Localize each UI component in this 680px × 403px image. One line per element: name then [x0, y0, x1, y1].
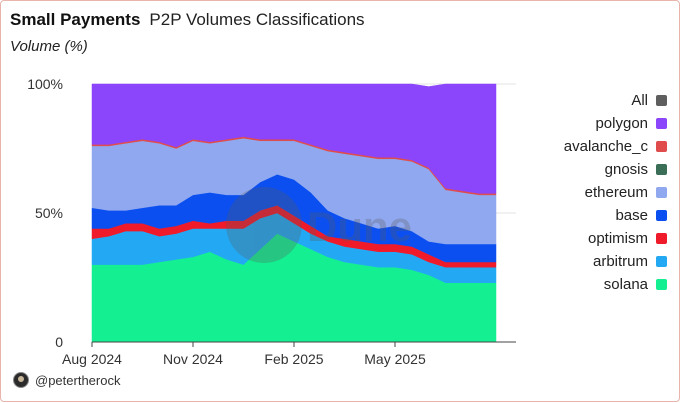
- legend-label: gnosis: [604, 161, 648, 178]
- user-avatar-icon: [13, 372, 29, 388]
- legend-swatch: [656, 141, 667, 152]
- legend-label: polygon: [595, 115, 648, 132]
- legend-label: All: [631, 92, 648, 109]
- legend-swatch: [656, 210, 667, 221]
- x-tick-label: Aug 2024: [62, 351, 122, 367]
- legend-item-gnosis[interactable]: gnosis: [487, 158, 667, 181]
- legend-label: arbitrum: [592, 253, 648, 270]
- dune-logo-icon: [226, 187, 302, 263]
- x-tick-label: May 2025: [364, 351, 426, 367]
- y-unit-label: Volume (%): [10, 38, 88, 55]
- y-tick-label: 0: [55, 334, 63, 350]
- legend-item-polygon[interactable]: polygon: [487, 112, 667, 135]
- legend-swatch: [656, 164, 667, 175]
- legend-label: base: [615, 207, 648, 224]
- y-tick-label: 50%: [35, 205, 63, 221]
- author-footer: @petertherock: [13, 372, 120, 388]
- legend-swatch: [656, 233, 667, 244]
- legend-label: avalanche_c: [563, 138, 648, 155]
- legend-swatch: [656, 95, 667, 106]
- watermark-text: Dune: [307, 203, 412, 250]
- chart-title: P2P Volumes Classifications: [149, 10, 365, 29]
- legend-label: solana: [603, 276, 648, 293]
- page-title: Small Payments: [10, 10, 141, 29]
- area-series-polygon: [91, 83, 497, 194]
- legend-swatch: [656, 187, 667, 198]
- legend-item-All[interactable]: All: [487, 89, 667, 112]
- legend-swatch: [656, 279, 667, 290]
- legend-swatch: [656, 256, 667, 267]
- author-handle[interactable]: @petertherock: [35, 372, 121, 388]
- legend-item-solana[interactable]: solana: [487, 273, 667, 296]
- x-tick-label: Nov 2024: [163, 351, 223, 367]
- legend-item-base[interactable]: base: [487, 204, 667, 227]
- dune-watermark: Dune: [226, 187, 412, 263]
- legend-label: optimism: [587, 230, 648, 247]
- chart-header: Small Payments P2P Volumes Classification…: [10, 10, 365, 30]
- y-tick-label: 100%: [27, 76, 63, 92]
- legend-swatch: [656, 118, 667, 129]
- legend-item-avalanche_c[interactable]: avalanche_c: [487, 135, 667, 158]
- legend-item-arbitrum[interactable]: arbitrum: [487, 250, 667, 273]
- legend-item-optimism[interactable]: optimism: [487, 227, 667, 250]
- x-tick-label: Feb 2025: [264, 351, 323, 367]
- legend-label: ethereum: [584, 184, 648, 201]
- legend-item-ethereum[interactable]: ethereum: [487, 181, 667, 204]
